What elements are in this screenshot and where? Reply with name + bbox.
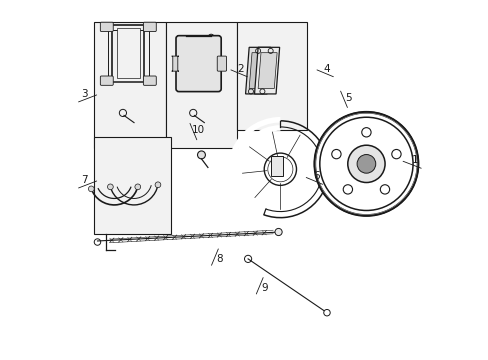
Text: 10: 10 [191, 125, 204, 135]
Circle shape [323, 310, 329, 316]
Text: 3: 3 [81, 89, 88, 99]
Circle shape [343, 185, 352, 194]
Polygon shape [254, 47, 279, 94]
Text: 2: 2 [237, 64, 244, 74]
Circle shape [155, 182, 161, 188]
Text: 5: 5 [345, 93, 351, 103]
Bar [117, 28, 140, 78]
FancyBboxPatch shape [171, 56, 179, 71]
FancyBboxPatch shape [94, 137, 171, 234]
FancyBboxPatch shape [165, 22, 237, 148]
Circle shape [197, 151, 205, 159]
Text: 6: 6 [312, 171, 319, 181]
FancyBboxPatch shape [94, 22, 165, 148]
FancyBboxPatch shape [100, 22, 113, 32]
Circle shape [274, 228, 282, 235]
Text: 4: 4 [323, 64, 329, 74]
Circle shape [361, 128, 370, 137]
Circle shape [184, 59, 194, 68]
FancyBboxPatch shape [176, 36, 221, 91]
FancyBboxPatch shape [143, 76, 156, 85]
Bar [270, 156, 282, 176]
Polygon shape [258, 53, 277, 89]
FancyBboxPatch shape [143, 22, 156, 32]
Circle shape [199, 56, 215, 72]
Circle shape [391, 149, 400, 159]
Circle shape [356, 154, 375, 173]
Circle shape [182, 56, 197, 72]
FancyBboxPatch shape [100, 76, 113, 85]
Circle shape [135, 184, 141, 190]
Text: 9: 9 [261, 283, 267, 293]
Circle shape [203, 59, 212, 68]
Circle shape [347, 145, 384, 183]
Polygon shape [245, 47, 270, 94]
Text: 1: 1 [411, 155, 417, 165]
Circle shape [88, 186, 94, 192]
Text: 8: 8 [216, 254, 222, 264]
Circle shape [244, 255, 251, 262]
Circle shape [107, 184, 113, 190]
Polygon shape [249, 53, 267, 89]
Circle shape [380, 185, 389, 194]
Circle shape [331, 149, 340, 159]
FancyBboxPatch shape [217, 56, 226, 71]
Circle shape [94, 239, 101, 245]
Circle shape [314, 112, 418, 216]
Text: 7: 7 [81, 175, 88, 185]
FancyBboxPatch shape [237, 22, 306, 130]
